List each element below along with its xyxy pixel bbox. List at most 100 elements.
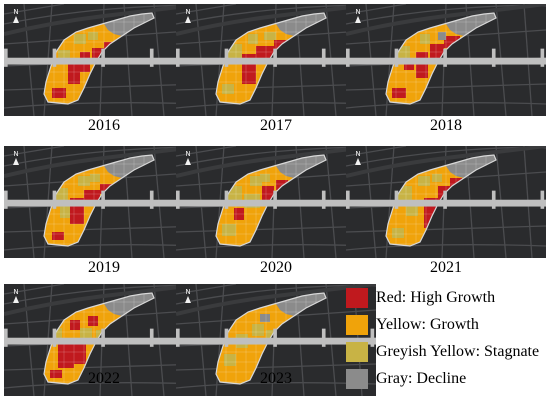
legend-label-growth: Yellow: Growth [376,316,479,333]
scale-bar-tick [540,190,545,209]
map-image: N [4,4,204,116]
legend-label-decline: Gray: Decline [376,370,467,387]
red-cell [52,232,64,240]
north-arrow-icon: N [183,289,193,305]
scale-bar-tick [176,190,180,209]
north-arrow-shape [355,158,361,165]
red-cell [50,370,62,378]
river [176,284,376,316]
scale-bar-tick [321,48,326,67]
map-image: N [176,284,376,396]
scale-bar-tick [321,328,326,347]
scale-bar-tick [443,190,447,209]
legend-item-decline: Gray: Decline [346,368,550,390]
legend-swatch-greyish-yellow [346,342,368,362]
north-label: N [355,8,361,16]
year-label: 2017 [260,117,292,134]
scale-bar-tick [443,48,447,67]
red-cell [52,88,66,98]
greyish-yellow-cell [398,46,410,58]
year-label: 2021 [430,259,462,276]
scale-bar-tick [224,48,229,67]
map-image: N [4,284,204,396]
red-cell [276,180,288,190]
greyish-yellow-cell [418,176,430,186]
north-arrow-icon: N [183,151,193,167]
red-cell [58,340,74,368]
year-label: 2020 [260,259,292,276]
legend-label-stagnate: Greyish Yellow: Stagnate [376,343,540,360]
scale-bar-tick [346,190,350,209]
road [176,4,237,15]
red-cell [430,44,444,60]
greyish-yellow-cell [52,328,62,338]
north-arrow-shape [185,296,191,303]
scale-bar-tick [4,48,8,67]
scale-bar-tick [176,328,180,347]
river [4,4,204,36]
legend-label-high-growth: Red: High Growth [376,289,496,306]
scale-bar-tick [540,48,545,67]
road [346,244,546,251]
road [4,225,204,233]
map-image: N [4,146,204,258]
north-arrow-shape [185,16,191,23]
year-label: 2022 [88,370,120,387]
year-label: 2019 [88,259,120,276]
scale-bar-tick [149,328,154,347]
red-cell [70,320,80,330]
road [176,363,376,371]
greyish-yellow-cell [392,228,404,238]
road [346,4,407,15]
scale-bar-tick [176,48,180,67]
north-arrow-icon: N [11,289,21,305]
road [4,4,65,15]
map-image: N [176,4,376,116]
north-label: N [355,150,361,158]
scale-bar-tick [491,48,496,67]
north-arrow-icon: N [11,151,21,167]
red-cell [88,316,98,326]
scale-bar-icon [4,190,204,209]
decline-area [104,13,154,36]
greyish-yellow-cell [252,324,264,336]
road [176,83,376,91]
scale-bar-tick [321,190,326,209]
road [4,102,204,109]
greyish-yellow-cell [260,174,270,182]
road [176,225,376,233]
scale-bar-tick [394,190,399,209]
road [346,146,407,157]
greyish-yellow-cell [264,32,276,40]
north-arrow-shape [13,296,19,303]
scale-bar-icon [4,48,204,67]
north-label: N [13,288,19,296]
north-arrow-shape [355,16,361,23]
road [176,146,237,157]
greyish-yellow-cell [250,176,262,186]
map-image: N [176,146,376,258]
river [176,4,376,36]
north-arrow-icon: N [183,9,193,25]
road [346,225,546,233]
greyish-yellow-cell [90,174,100,182]
scale-bar-tick [273,190,277,209]
north-arrow-icon: N [11,9,21,25]
north-label: N [185,150,191,158]
road [176,284,237,295]
scale-bar-icon [346,190,546,209]
legend-item-high-growth: Red: High Growth [346,287,550,309]
scale-bar-tick [273,48,277,67]
river [4,146,204,178]
greyish-yellow-cell [80,328,92,340]
greyish-yellow-cell [60,204,70,218]
north-arrow-icon: N [353,9,363,25]
scale-bar-tick [149,190,154,209]
red-cell [392,88,406,98]
scale-bar-tick [4,328,8,347]
north-arrow-shape [185,158,191,165]
map-image: N [346,4,546,116]
red-cell [68,60,80,84]
scale-bar-tick [52,328,57,347]
red-cell [74,344,86,364]
